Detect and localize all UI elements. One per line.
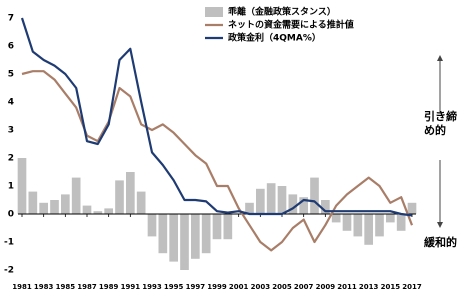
y-tick-label: -2 [4,266,14,276]
bar [331,214,341,223]
legend-label: 政策金利（4QMA%） [228,32,321,44]
x-tick-label: 1993 [142,283,162,291]
bar [169,214,178,262]
bar [158,214,168,254]
bar [17,158,27,214]
bar [71,177,81,214]
x-tick-label: 2001 [229,283,249,291]
line [20,17,413,217]
y-tick-label: 2 [8,154,14,164]
easing-note: 緩和的 [424,236,457,249]
x-tick-label: 2013 [359,283,379,291]
x-tick-label: 2005 [272,283,292,291]
tightening-note: 引き締め的 [424,110,457,137]
y-tick-label: 1 [8,182,14,192]
bar [364,214,373,245]
bar [191,214,200,259]
bar [310,177,319,214]
bar [50,200,59,214]
x-tick-label: 2007 [294,283,314,291]
x-tick-label: 2009 [316,283,336,291]
bar [28,191,38,214]
bar [212,214,222,240]
x-tick-label: 1985 [56,283,76,291]
bar [288,194,298,214]
x-tick-label: 1989 [99,283,119,291]
legend-swatch [205,7,223,17]
bar [39,202,48,214]
legend-label: 乖離（金融政策スタンス） [228,6,336,18]
y-tick-label: 3 [8,126,14,136]
bar [386,214,395,223]
bar [93,211,103,214]
bar [245,202,254,214]
x-tick-label: 2003 [251,283,271,291]
bar [136,191,146,214]
bar [82,205,92,214]
bar [115,180,124,214]
x-tick-label: 1995 [164,283,184,291]
x-tick-label: 2017 [402,283,422,291]
bar [126,172,135,214]
bar [104,208,113,214]
x-tick-label: 2015 [381,283,401,291]
x-tick-label: 1983 [34,283,54,291]
y-tick-label: 0 [8,210,14,220]
y-tick-label: -1 [4,238,14,248]
x-tick-label: 1987 [77,283,97,291]
bar [375,214,384,237]
legend-label: ネットの資金需要による推計値 [228,19,354,31]
x-tick-label: 1981 [12,283,32,291]
bar [321,200,330,214]
bar [299,197,308,214]
x-tick-label: 1997 [186,283,206,291]
x-tick-label: 1999 [207,283,227,291]
x-tick-label: 2011 [337,283,357,291]
y-tick-label: 7 [8,14,14,24]
bar [342,214,352,231]
bar [266,183,276,214]
y-tick-label: 5 [8,70,14,80]
bar [201,214,211,254]
bar [277,186,287,214]
bar [223,214,233,240]
x-tick-label: 1991 [121,283,141,291]
bar [256,188,265,214]
y-tick-label: 4 [8,98,14,108]
bar [61,194,70,214]
bar [407,202,417,214]
bar [147,214,157,237]
bar [180,214,189,270]
bar [353,214,363,237]
y-tick-label: 6 [8,42,14,52]
bar [396,214,406,231]
line [21,70,414,252]
